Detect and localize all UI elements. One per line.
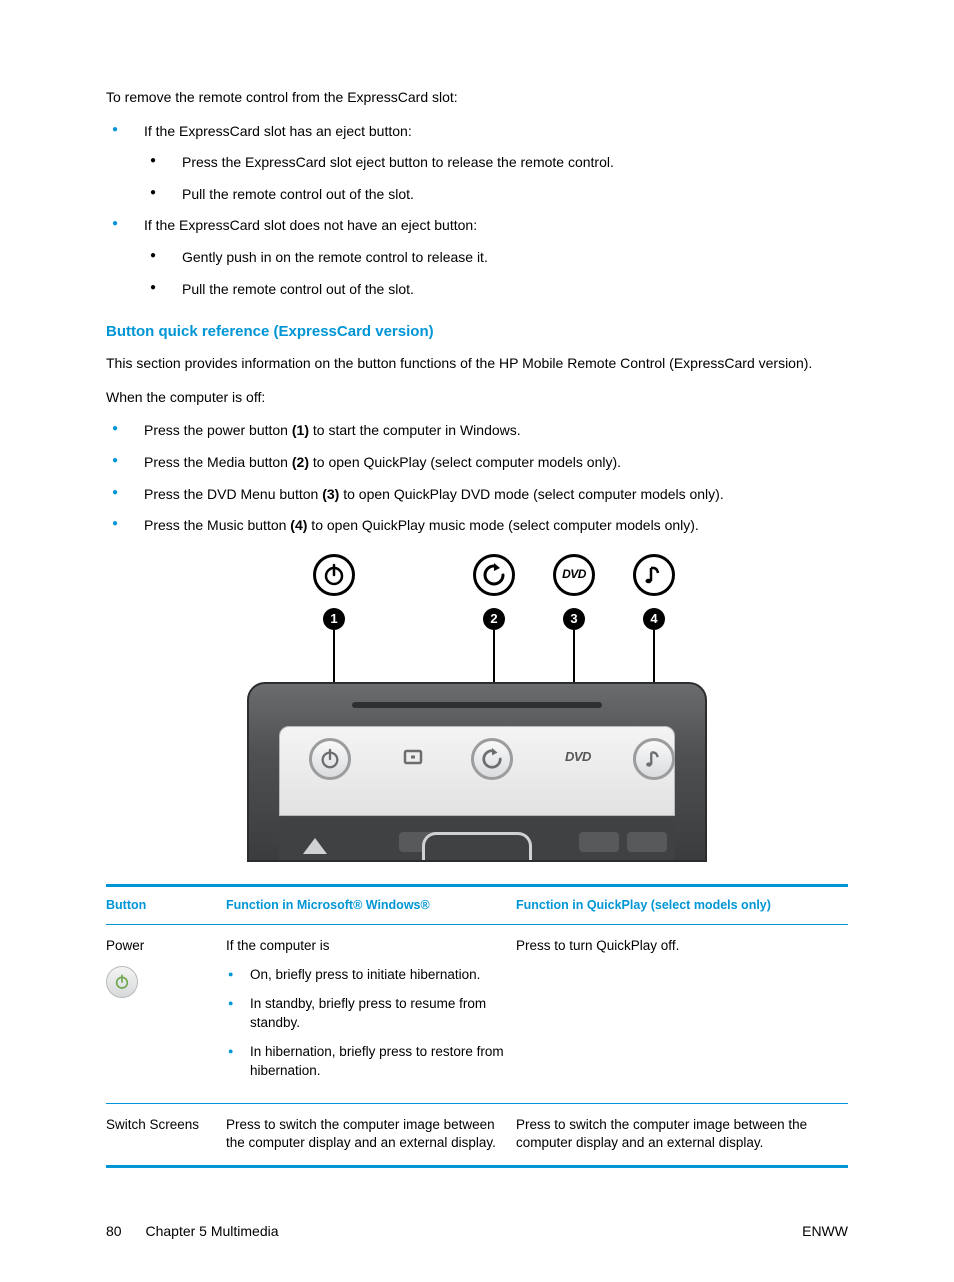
cell-switch-qp: Press to switch the computer image betwe…	[516, 1103, 848, 1167]
bl3-pre: Press the DVD Menu button	[144, 486, 322, 502]
function-table: Button Function in Microsoft® Windows® F…	[106, 884, 848, 1169]
bl1-post: to start the computer in Windows.	[309, 422, 521, 438]
bl2-post: to open QuickPlay (select computer model…	[309, 454, 621, 470]
section-heading: Button quick reference (ExpressCard vers…	[106, 321, 848, 342]
remote-body: DVD	[247, 682, 707, 862]
removal-sub-2a: Gently push in on the remote control to …	[144, 248, 848, 268]
th-windows: Function in Microsoft® Windows®	[226, 885, 516, 925]
removal-item-2-text: If the ExpressCard slot does not have an…	[144, 217, 477, 233]
bl4-pre: Press the Music button	[144, 517, 290, 533]
chapter-label: Chapter 5 Multimedia	[145, 1223, 278, 1239]
removal-item-1-text: If the ExpressCard slot has an eject but…	[144, 123, 412, 139]
page-footer: 80 Chapter 5 Multimedia ENWW	[106, 1222, 848, 1242]
page-number: 80	[106, 1223, 122, 1239]
dvd-icon: DVD	[553, 554, 595, 596]
bl2-pre: Press the Media button	[144, 454, 292, 470]
remote-screen-icon	[399, 746, 427, 768]
music-icon	[633, 554, 675, 596]
table-header-row: Button Function in Microsoft® Windows® F…	[106, 885, 848, 925]
power-win-3: In hibernation, briefly press to restore…	[226, 1043, 508, 1081]
cell-switch-label: Switch Screens	[106, 1103, 226, 1167]
remote-lip	[352, 702, 602, 708]
removal-sub-1a: Press the ExpressCard slot eject button …	[144, 153, 848, 173]
callout-3: 3	[563, 608, 585, 630]
removal-list: If the ExpressCard slot has an eject but…	[106, 122, 848, 300]
button-list: Press the power button (1) to start the …	[106, 421, 848, 535]
th-button: Button	[106, 885, 226, 925]
removal-sublist-2: Gently push in on the remote control to …	[144, 248, 848, 299]
removal-item-2: If the ExpressCard slot does not have an…	[106, 216, 848, 299]
power-win-2: In standby, briefly press to resume from…	[226, 995, 508, 1033]
remote-music-button	[633, 738, 675, 780]
power-win-list: On, briefly press to initiate hibernatio…	[226, 966, 508, 1080]
button-list-4: Press the Music button (4) to open Quick…	[106, 516, 848, 536]
cell-power-qp: Press to turn QuickPlay off.	[516, 925, 848, 1103]
callout-2: 2	[483, 608, 505, 630]
footer-left: 80 Chapter 5 Multimedia	[106, 1222, 279, 1242]
power-win-1: On, briefly press to initiate hibernatio…	[226, 966, 508, 985]
remote-up-arrow	[303, 838, 327, 854]
cell-switch-windows: Press to switch the computer image betwe…	[226, 1103, 516, 1167]
table-row-switch: Switch Screens Press to switch the compu…	[106, 1103, 848, 1167]
cell-power-windows: If the computer is On, briefly press to …	[226, 925, 516, 1103]
cell-power-label: Power	[106, 925, 226, 1103]
removal-sublist-1: Press the ExpressCard slot eject button …	[144, 153, 848, 204]
power-icon	[313, 554, 355, 596]
quickplay-icon	[473, 554, 515, 596]
callout-1: 1	[323, 608, 345, 630]
th-quickplay: Function in QuickPlay (select models onl…	[516, 885, 848, 925]
mini-bar-4	[627, 832, 667, 852]
remote-quickplay-button	[471, 738, 513, 780]
callout-4: 4	[643, 608, 665, 630]
bl1-pre: Press the power button	[144, 422, 292, 438]
power-label: Power	[106, 938, 144, 953]
remote-power-button	[309, 738, 351, 780]
bl4-post: to open QuickPlay music mode (select com…	[307, 517, 698, 533]
remote-center-pad	[422, 832, 532, 860]
dvd-text-top: DVD	[562, 566, 586, 583]
table-row-power: Power If the computer is On, briefly pre…	[106, 925, 848, 1103]
removal-sub-2b: Pull the remote control out of the slot.	[144, 280, 848, 300]
removal-sub-1b: Pull the remote control out of the slot.	[144, 185, 848, 205]
removal-item-1: If the ExpressCard slot has an eject but…	[106, 122, 848, 205]
remote-dvd-label: DVD	[565, 748, 591, 766]
button-list-1: Press the power button (1) to start the …	[106, 421, 848, 441]
button-list-2: Press the Media button (2) to open Quick…	[106, 453, 848, 473]
diagram-container: DVD 1 2 3 4 DVD	[106, 554, 848, 862]
bl3-post: to open QuickPlay DVD mode (select compu…	[339, 486, 723, 502]
section-para-1: This section provides information on the…	[106, 354, 848, 374]
button-list-3: Press the DVD Menu button (3) to open Qu…	[106, 485, 848, 505]
section-para-2: When the computer is off:	[106, 388, 848, 408]
bl1-bold: (1)	[292, 422, 309, 438]
intro-text: To remove the remote control from the Ex…	[106, 88, 848, 108]
power-win-intro: If the computer is	[226, 938, 330, 953]
remote-diagram: DVD 1 2 3 4 DVD	[247, 554, 707, 862]
footer-right: ENWW	[802, 1222, 848, 1242]
power-cell-icon	[106, 966, 138, 998]
bl4-bold: (4)	[290, 517, 307, 533]
bl2-bold: (2)	[292, 454, 309, 470]
bl3-bold: (3)	[322, 486, 339, 502]
mini-bar-3	[579, 832, 619, 852]
